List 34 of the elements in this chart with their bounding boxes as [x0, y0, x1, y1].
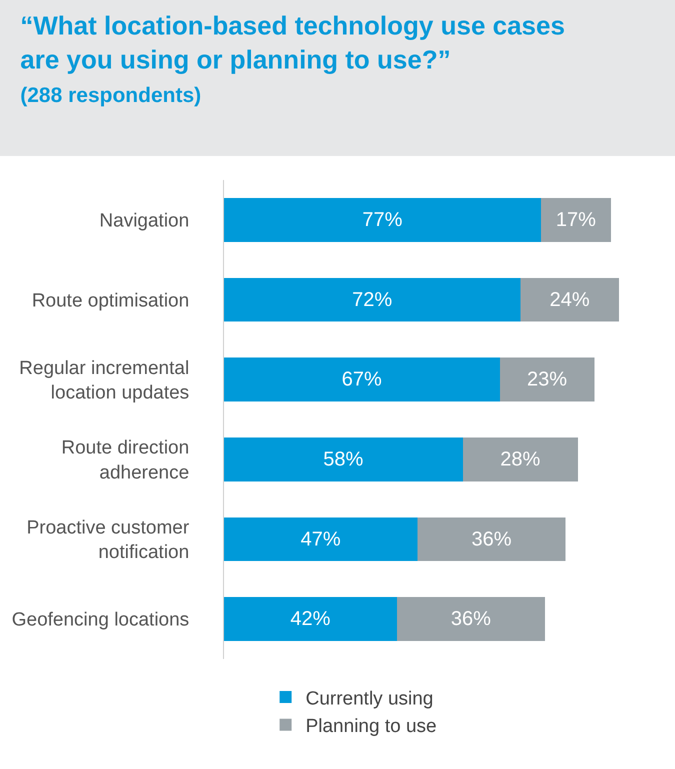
bar: [396, 597, 546, 642]
data-label: 36%: [471, 528, 512, 550]
chart-subtitle: (288 respondents): [20, 84, 202, 108]
y-tick-label: Route direction adherence: [61, 438, 190, 484]
data-label: 58%: [323, 448, 364, 470]
bar: [224, 358, 500, 402]
y-tick-label: Geofencing locations: [12, 610, 190, 631]
bar: [462, 437, 578, 482]
data-label: 47%: [300, 528, 341, 550]
bar: [224, 597, 397, 642]
bar: [224, 437, 463, 482]
legend-label: Planning to use: [306, 716, 437, 738]
y-tick-label: Navigation: [99, 210, 190, 232]
chart-title: “What location-based technology use cases are you using or planning to use?”: [20, 10, 565, 74]
bar: [224, 278, 520, 322]
data-label: 28%: [500, 448, 541, 470]
data-label: 36%: [450, 608, 492, 630]
bar: [417, 517, 566, 562]
y-tick-label: Regular incremental location updates: [19, 358, 190, 404]
bar: [520, 278, 620, 322]
data-label: 17%: [556, 208, 596, 231]
data-label: 77%: [362, 208, 403, 231]
bar: [540, 198, 611, 242]
legend-label: Currently using: [306, 688, 434, 710]
y-tick-label: Proactive customer notification: [26, 518, 190, 564]
bar: [500, 358, 594, 402]
data-label: 67%: [342, 368, 382, 391]
y-tick-label: Route optimisation: [32, 290, 190, 312]
bar: [224, 517, 418, 562]
data-label: 24%: [550, 288, 590, 311]
data-label: 42%: [290, 608, 331, 630]
bar: [224, 198, 541, 242]
data-label: 72%: [352, 288, 392, 311]
data-label: 23%: [527, 368, 568, 391]
